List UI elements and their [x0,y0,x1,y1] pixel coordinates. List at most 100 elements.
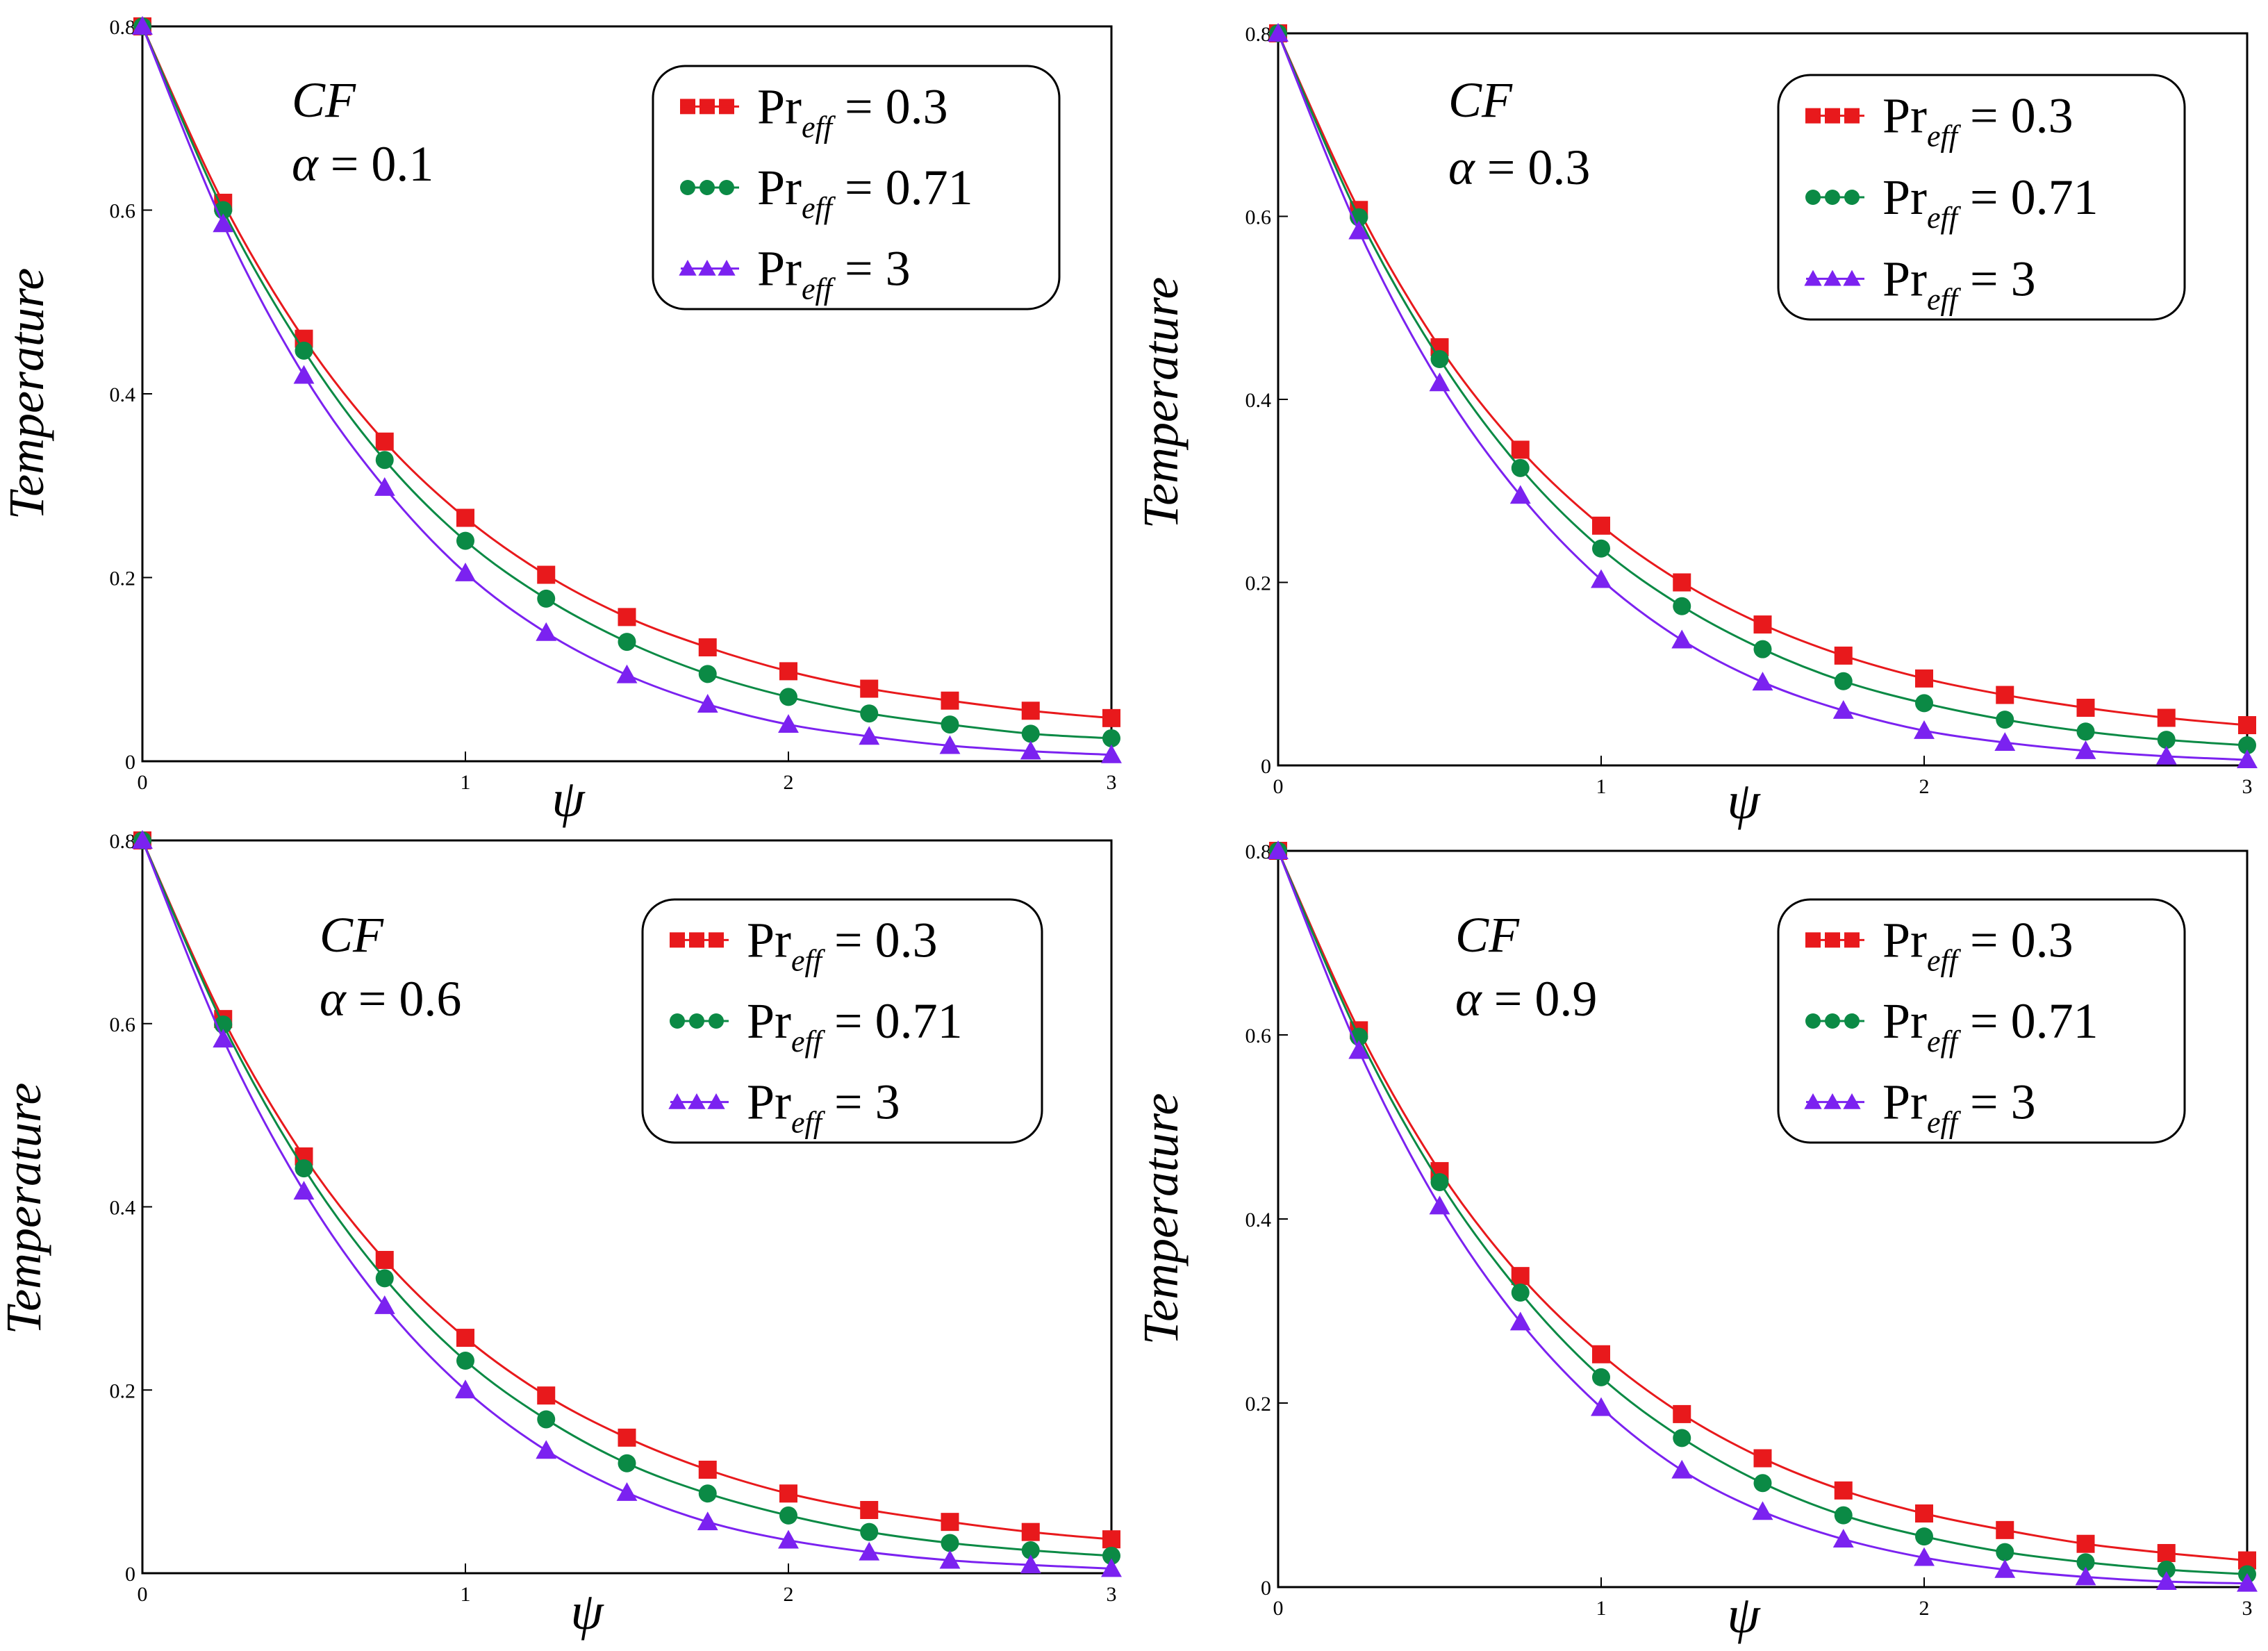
data-point [779,662,797,681]
legend-equals: = [845,78,873,134]
y-tick-label: 0 [125,1563,135,1586]
legend-value: 0.71 [886,160,973,215]
data-point [1101,744,1122,763]
data-point [295,341,313,360]
data-point [1509,485,1531,504]
data-point [1430,1173,1449,1191]
data-point [295,1159,313,1178]
data-point [456,531,474,550]
y-tick-label: 0.6 [1245,1024,1272,1047]
y-axis-label: Temperature [0,1083,51,1335]
data-point [1511,440,1530,459]
data-point [1429,372,1450,392]
data-point [456,508,474,527]
alpha-equals: = [1487,140,1516,195]
legend-equals: = [834,912,863,968]
legend-value: 0.71 [2011,993,2099,1049]
data-point [698,638,717,657]
legend-subscript: eff [802,110,836,144]
data-point [860,1501,879,1520]
legend-box [641,898,1043,1144]
legend-equals: = [1970,251,1998,306]
regime-annotation: CF [1455,907,1520,963]
data-point [939,1550,961,1569]
legend-subscript: eff [791,943,826,977]
series-2 [1269,24,2256,755]
legend-value: 3 [875,1075,900,1130]
y-tick-label: 0 [1261,1577,1271,1600]
series-3 [1268,840,2258,1592]
x-tick-label: 1 [1596,775,1607,798]
y-tick-label: 0.4 [1245,389,1272,412]
data-point [1673,597,1691,615]
data-point [375,432,394,451]
data-point [698,665,717,683]
data-point [1915,1504,1933,1523]
data-point [779,1484,797,1503]
data-point [536,1440,557,1459]
legend-symbol: Pr [747,912,791,968]
legend-symbol: Pr [1882,993,1927,1049]
legend-subscript: eff [802,272,836,306]
data-point [1671,629,1693,649]
series-3 [132,16,1122,763]
legend-box [1777,74,2186,321]
y-tick-label: 0 [125,751,135,774]
data-point [618,1454,636,1472]
legend-subscript: eff [1927,282,1962,316]
x-tick-label: 0 [1273,1597,1284,1620]
data-point [1834,646,1853,665]
x-axis-label: ψ [552,770,586,828]
data-point [1915,694,1933,713]
alpha-annotation: α = 0.9 [1455,971,1597,1027]
alpha-symbol: α [292,136,319,192]
series-line [141,26,1112,720]
data-point [1591,569,1612,588]
legend-entry: Preff = 0.71 [1805,169,2099,235]
data-point [2157,708,2176,727]
alpha-symbol: α [1455,971,1482,1027]
data-point [1753,615,1772,634]
data-point [1429,1195,1450,1215]
data-point [1592,1368,1610,1386]
alpha-value: 0.3 [1528,140,1590,195]
data-point [1994,732,2016,752]
data-point [132,16,153,35]
data-point [1673,1429,1691,1447]
data-point [1914,720,1935,739]
legend-entry: Preff = 3 [1804,251,2036,316]
legend-equals: = [1970,169,1998,225]
x-tick-label: 1 [461,771,471,794]
data-point [293,365,315,384]
legend-symbol: Pr [747,1075,791,1130]
legend-equals: = [1970,993,1998,1049]
legend-value: 3 [2011,1075,2036,1130]
legend-value: 3 [886,241,911,297]
legend-subscript: eff [791,1106,826,1140]
x-tick-label: 3 [2242,775,2253,798]
legend-label: Preff = 3 [757,241,911,306]
series-1 [1269,24,2256,735]
data-point [1752,672,1773,691]
x-tick-label: 3 [1107,771,1117,794]
data-point [618,633,636,652]
data-point [1832,700,1854,719]
alpha-symbol: α [320,971,347,1027]
data-point [1592,516,1610,535]
y-tick-label: 0.6 [1245,206,1272,229]
data-point [2157,1560,2176,1579]
data-point [1753,1474,1772,1493]
y-tick-label: 0.8 [1245,840,1272,863]
data-point [1020,1554,1041,1574]
data-point [697,1511,718,1531]
data-point [2075,1566,2096,1586]
legend-entry: Preff = 3 [668,1075,900,1140]
data-point [1511,1267,1530,1286]
legend-entry: Preff = 0.71 [670,993,963,1059]
data-point [537,1386,556,1405]
alpha-value: 0.6 [399,971,461,1027]
legend-symbol: Pr [1882,251,1927,306]
